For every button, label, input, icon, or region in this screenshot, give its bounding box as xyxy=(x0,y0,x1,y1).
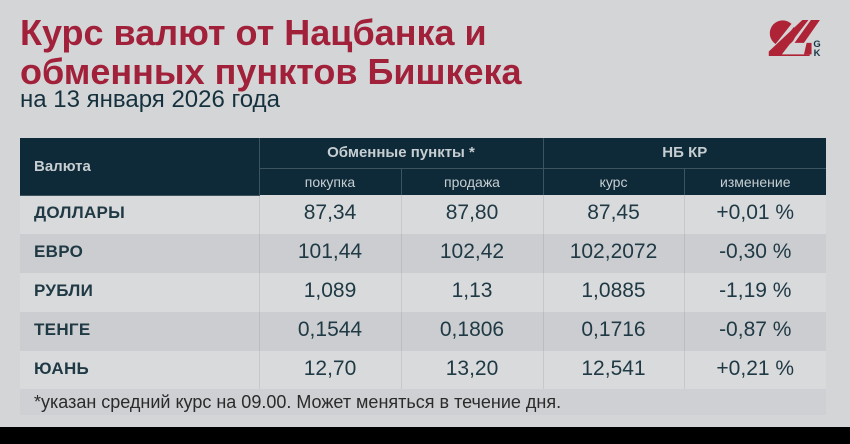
svg-text:K: K xyxy=(814,47,821,56)
